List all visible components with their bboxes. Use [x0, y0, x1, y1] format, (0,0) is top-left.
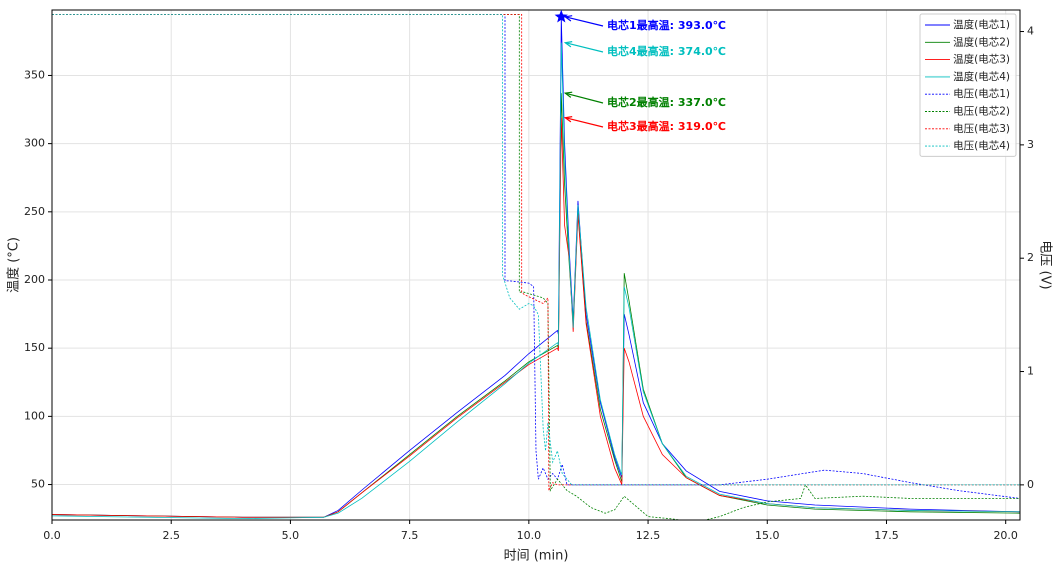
grid	[51, 10, 1020, 520]
annotation-arrow	[565, 42, 604, 53]
annotation-arrow	[565, 16, 604, 27]
legend-label: 温度(电芯1)	[953, 18, 1010, 31]
y-tick-label: 300	[24, 137, 45, 150]
series-line	[52, 42, 1020, 520]
y2-tick-label: 1	[1027, 365, 1034, 378]
legend-label: 电压(电芯3)	[953, 122, 1010, 135]
max-marker	[554, 9, 568, 23]
annotation-text: 电芯3最高温: 319.0℃	[607, 119, 726, 133]
y-tick-label: 100	[24, 409, 45, 422]
annotation-arrowhead	[563, 116, 573, 123]
y2-tick-label: 3	[1027, 138, 1034, 151]
axes: 0.0 2.5 5.0 7.5 10.0 12.5 15.0 17.5 20.0 50 100 150…	[24, 9, 1034, 542]
legend-label: 温度(电芯2)	[953, 35, 1010, 48]
y-tick-label: 250	[24, 205, 45, 218]
series-line	[52, 14, 1020, 520]
x-tick-label: 17.5	[874, 529, 899, 542]
legend-label: 温度(电芯3)	[953, 53, 1010, 66]
legend-label: 温度(电芯4)	[953, 70, 1010, 83]
legend: 温度(电芯1) 温度(电芯2) 温度(电芯3) 温度(电芯4) 电压(电芯1) 电压(电芯…	[919, 13, 1017, 157]
legend-label: 电压(电芯4)	[953, 139, 1010, 152]
x-tick-label: 2.5	[162, 529, 180, 542]
plot-frame	[51, 9, 1021, 521]
y-tick-label: 350	[24, 68, 45, 81]
annotation-text: 电芯4最高温: 374.0℃	[607, 44, 726, 58]
x-tick-label: 10.0	[517, 529, 542, 542]
x-tick-label: 5.0	[282, 529, 300, 542]
series-line	[52, 14, 1020, 486]
y-tick-label: 200	[24, 273, 45, 286]
legend-box	[919, 13, 1017, 157]
annotation-arrowhead	[563, 15, 573, 22]
x-tick-label: 20.0	[993, 529, 1018, 542]
y2-tick-label: 2	[1027, 251, 1034, 264]
legend-label: 电压(电芯1)	[953, 87, 1010, 100]
plot-lines	[52, 14, 1020, 520]
x-axis-title: 时间 (min)	[504, 549, 569, 564]
annotation-arrow	[565, 117, 604, 128]
annotation-arrow	[565, 92, 604, 104]
y2-tick-label: 4	[1027, 25, 1034, 38]
y-tick-label: 150	[24, 341, 45, 354]
y-tick-label: 50	[31, 478, 45, 491]
x-tick-label: 0.0	[43, 529, 61, 542]
x-tick-label: 12.5	[636, 529, 661, 542]
annotation-text: 电芯1最高温: 393.0℃	[607, 18, 726, 32]
y2-tick-label: 0	[1027, 478, 1034, 491]
x-tick-label: 7.5	[401, 529, 419, 542]
annotation-text: 电芯2最高温: 337.0℃	[607, 95, 726, 109]
series-line	[52, 117, 1020, 518]
x-tick-label: 15.0	[755, 529, 780, 542]
y-axis-title: 温度 (°C)	[6, 237, 22, 293]
legend-label: 电压(电芯2)	[953, 105, 1010, 118]
annotation-arrowhead	[563, 91, 573, 98]
annotation-arrowhead	[563, 41, 573, 48]
y2-axis-title: 电压 (V)	[1038, 240, 1053, 289]
